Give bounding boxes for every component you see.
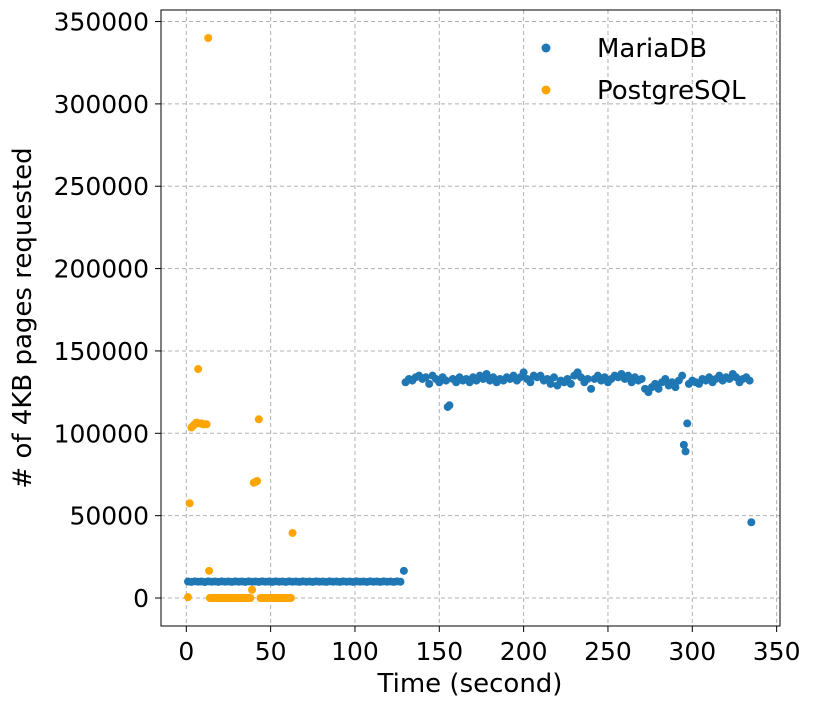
y-tick-label: 350000 <box>54 8 149 37</box>
data-point-mariadb <box>549 373 558 382</box>
data-point-mariadb <box>671 383 680 392</box>
data-point-postgresql <box>248 585 257 594</box>
y-tick-label: 250000 <box>54 172 149 201</box>
data-point-mariadb <box>661 374 670 383</box>
data-point-mariadb <box>745 376 754 385</box>
y-tick-label: 300000 <box>54 90 149 119</box>
data-point-mariadb <box>587 384 596 393</box>
legend-label-postgresql: PostgreSQL <box>597 76 746 106</box>
x-tick-label: 350 <box>753 637 801 666</box>
data-point-postgresql <box>246 594 255 602</box>
y-tick-label: 200000 <box>54 255 149 284</box>
data-point-mariadb <box>442 376 451 385</box>
data-point-postgresql <box>254 415 263 424</box>
legend-marker-mariadb <box>541 43 551 53</box>
data-point-postgresql <box>194 365 203 374</box>
data-point-mariadb <box>683 419 692 428</box>
data-point-mariadb <box>425 379 434 388</box>
data-points <box>183 34 756 602</box>
data-point-postgresql <box>185 499 194 508</box>
x-tick-label: 50 <box>255 637 287 666</box>
data-point-mariadb <box>583 374 592 383</box>
y-tick-label: 150000 <box>54 337 149 366</box>
x-axis-title: Time (second) <box>377 669 563 699</box>
data-point-mariadb <box>566 379 575 388</box>
data-point-mariadb <box>519 368 528 377</box>
data-point-postgresql <box>288 528 297 537</box>
legend: MariaDB PostgreSQL <box>541 34 746 106</box>
x-tick-label: 100 <box>331 637 379 666</box>
data-point-postgresql <box>204 34 213 42</box>
data-point-postgresql <box>183 593 192 602</box>
data-point-mariadb <box>399 566 408 575</box>
data-point-mariadb <box>445 401 454 410</box>
data-point-mariadb <box>637 374 646 383</box>
y-tick-label: 100000 <box>54 419 149 448</box>
data-point-mariadb <box>747 518 756 527</box>
data-point-postgresql <box>253 477 262 486</box>
data-point-mariadb <box>396 577 405 586</box>
data-point-postgresql <box>205 566 214 575</box>
y-tick-label: 50000 <box>69 502 149 531</box>
x-tick-label: 200 <box>500 637 548 666</box>
data-point-postgresql <box>202 420 211 429</box>
data-point-mariadb <box>526 378 535 387</box>
data-point-mariadb <box>482 370 491 378</box>
plot-frame <box>160 9 781 627</box>
x-tick-label: 250 <box>584 637 632 666</box>
data-point-mariadb <box>679 440 688 449</box>
y-axis-title: # of 4KB pages requested <box>8 147 38 488</box>
axis-ticks: 0 50 100 150 200 250 300 350 0 50000 100000 150000 2… <box>54 8 801 666</box>
legend-label-mariadb: MariaDB <box>597 34 707 64</box>
legend-marker-postgresql <box>541 85 551 95</box>
data-point-mariadb <box>421 373 430 382</box>
x-tick-label: 300 <box>668 637 716 666</box>
grid <box>161 10 780 626</box>
x-tick-label: 0 <box>178 637 194 666</box>
data-point-mariadb <box>546 379 555 388</box>
data-point-mariadb <box>681 447 690 456</box>
data-point-postgresql <box>286 594 295 602</box>
data-point-mariadb <box>678 371 687 380</box>
data-point-mariadb <box>654 384 663 393</box>
x-tick-label: 150 <box>415 637 463 666</box>
y-tick-label: 0 <box>133 584 149 613</box>
data-point-mariadb <box>624 371 633 380</box>
